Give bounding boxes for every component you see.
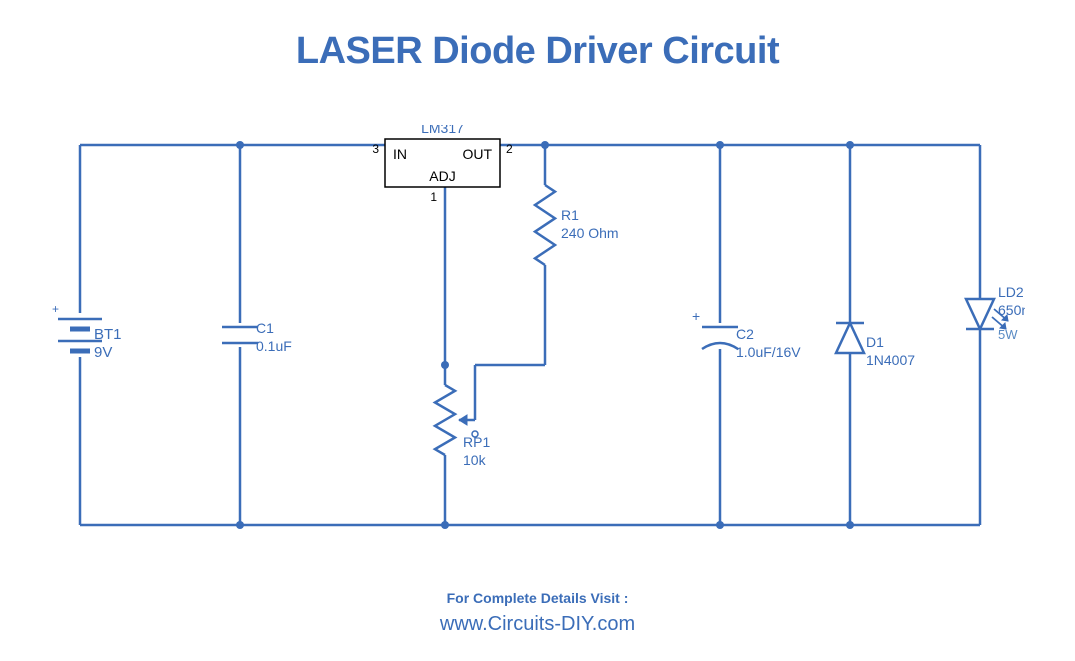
- svg-text:LM317: LM317: [421, 125, 464, 136]
- svg-text:LD2: LD2: [998, 284, 1024, 300]
- svg-text:C2: C2: [736, 326, 754, 342]
- svg-text:5W: 5W: [998, 327, 1018, 342]
- svg-text:IN: IN: [393, 146, 407, 162]
- svg-text:1N4007: 1N4007: [866, 352, 915, 368]
- svg-text:RP1: RP1: [463, 434, 490, 450]
- svg-text:240 Ohm: 240 Ohm: [561, 225, 619, 241]
- svg-text:OUT: OUT: [462, 146, 492, 162]
- svg-text:9V: 9V: [94, 344, 112, 361]
- svg-text:1.0uF/16V: 1.0uF/16V: [736, 344, 801, 360]
- footer-label: For Complete Details Visit :: [0, 590, 1075, 606]
- svg-text:BT1: BT1: [94, 326, 122, 343]
- svg-text:650nm: 650nm: [998, 302, 1025, 318]
- circuit-diagram: + BT19V C1 0.1uF IN OUT ADJ LM317 3 2 1 R1 240 Ohm RP…: [50, 125, 1025, 545]
- svg-text:C1: C1: [256, 320, 274, 336]
- svg-text:+: +: [692, 308, 700, 324]
- svg-text:+: +: [52, 302, 59, 316]
- page-title: LASER Diode Driver Circuit: [0, 0, 1075, 73]
- svg-text:D1: D1: [866, 334, 884, 350]
- svg-text:1: 1: [430, 190, 437, 204]
- svg-text:ADJ: ADJ: [429, 168, 455, 184]
- svg-text:2: 2: [506, 142, 513, 156]
- footer-url: www.Circuits-DIY.com: [0, 613, 1075, 636]
- svg-text:R1: R1: [561, 207, 579, 223]
- svg-text:0.1uF: 0.1uF: [256, 338, 292, 354]
- svg-text:3: 3: [372, 142, 379, 156]
- svg-text:10k: 10k: [463, 452, 487, 468]
